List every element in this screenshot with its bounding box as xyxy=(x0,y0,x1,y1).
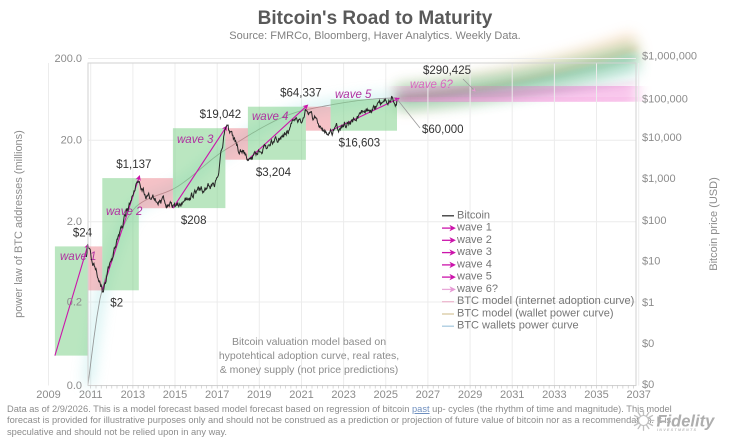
svg-text:2021: 2021 xyxy=(289,389,313,401)
svg-text:2013: 2013 xyxy=(121,389,145,401)
svg-text:wave 1: wave 1 xyxy=(456,222,492,234)
svg-text:2015: 2015 xyxy=(163,389,187,401)
svg-text:$60,000: $60,000 xyxy=(422,124,464,136)
svg-text:2029: 2029 xyxy=(458,389,482,401)
svg-text:2037: 2037 xyxy=(626,389,650,401)
svg-text:2017: 2017 xyxy=(205,389,229,401)
svg-text:$1,000,000: $1,000,000 xyxy=(642,51,697,63)
svg-text:2025: 2025 xyxy=(374,389,398,401)
svg-text:& money supply (not price pre: & money supply (not price predictions) xyxy=(220,364,399,376)
svg-text:2019: 2019 xyxy=(247,389,271,401)
svg-text:$1,000: $1,000 xyxy=(642,173,676,185)
svg-text:Bitcoin price (USD): Bitcoin price (USD) xyxy=(708,177,720,271)
svg-text:$16,603: $16,603 xyxy=(339,138,381,150)
svg-text:2023: 2023 xyxy=(331,389,355,401)
svg-text:$3,204: $3,204 xyxy=(256,167,292,179)
svg-text:hypotehtical adoption curve, r: hypotehtical adoption curve, real rates, xyxy=(219,350,399,362)
svg-text:2011: 2011 xyxy=(79,389,103,401)
svg-text:wave 3: wave 3 xyxy=(456,246,492,258)
svg-text:$100: $100 xyxy=(642,215,666,227)
svg-text:$100,000: $100,000 xyxy=(642,93,688,105)
svg-text:2.0: 2.0 xyxy=(67,216,82,228)
svg-text:$0: $0 xyxy=(642,338,654,350)
svg-text:Bitcoin valuation model based: Bitcoin valuation model based on xyxy=(232,336,386,348)
svg-text:wave 4: wave 4 xyxy=(456,258,492,270)
svg-text:$1,137: $1,137 xyxy=(116,159,151,171)
svg-text:2033: 2033 xyxy=(542,389,566,401)
svg-text:wave 6?: wave 6? xyxy=(410,79,453,91)
svg-text:$290,425: $290,425 xyxy=(423,65,471,77)
svg-text:wave 5: wave 5 xyxy=(335,89,372,101)
svg-text:wave 3: wave 3 xyxy=(177,134,214,146)
svg-text:$10,000: $10,000 xyxy=(642,132,682,144)
svg-text:power law of BTC addresses (mi: power law of BTC addresses (millions) xyxy=(13,130,25,318)
svg-text:wave 5: wave 5 xyxy=(456,271,492,283)
svg-text:$24: $24 xyxy=(73,227,93,239)
svg-text:$208: $208 xyxy=(181,215,207,227)
svg-text:2009: 2009 xyxy=(36,389,60,401)
svg-text:BTC wallets power curve: BTC wallets power curve xyxy=(457,320,579,332)
svg-text:$10: $10 xyxy=(642,256,660,268)
svg-text:BTC model (internet adoption c: BTC model (internet adoption curve) xyxy=(457,295,634,307)
svg-text:2031: 2031 xyxy=(500,389,524,401)
svg-text:wave 4: wave 4 xyxy=(252,111,288,123)
svg-text:20.0: 20.0 xyxy=(61,135,82,147)
svg-text:wave 6?: wave 6? xyxy=(456,283,498,295)
svg-text:$19,042: $19,042 xyxy=(200,109,242,121)
svg-text:$64,337: $64,337 xyxy=(280,88,322,100)
svg-text:BTC model (wallet power curve): BTC model (wallet power curve) xyxy=(457,308,614,320)
svg-text:2035: 2035 xyxy=(584,389,608,401)
svg-text:200.0: 200.0 xyxy=(54,53,82,65)
svg-text:wave 2: wave 2 xyxy=(456,234,492,246)
svg-text:Bitcoin: Bitcoin xyxy=(457,209,490,221)
svg-text:0.2: 0.2 xyxy=(67,297,82,309)
svg-text:$2: $2 xyxy=(110,297,123,309)
svg-text:2027: 2027 xyxy=(416,389,440,401)
svg-text:$1: $1 xyxy=(642,297,654,309)
